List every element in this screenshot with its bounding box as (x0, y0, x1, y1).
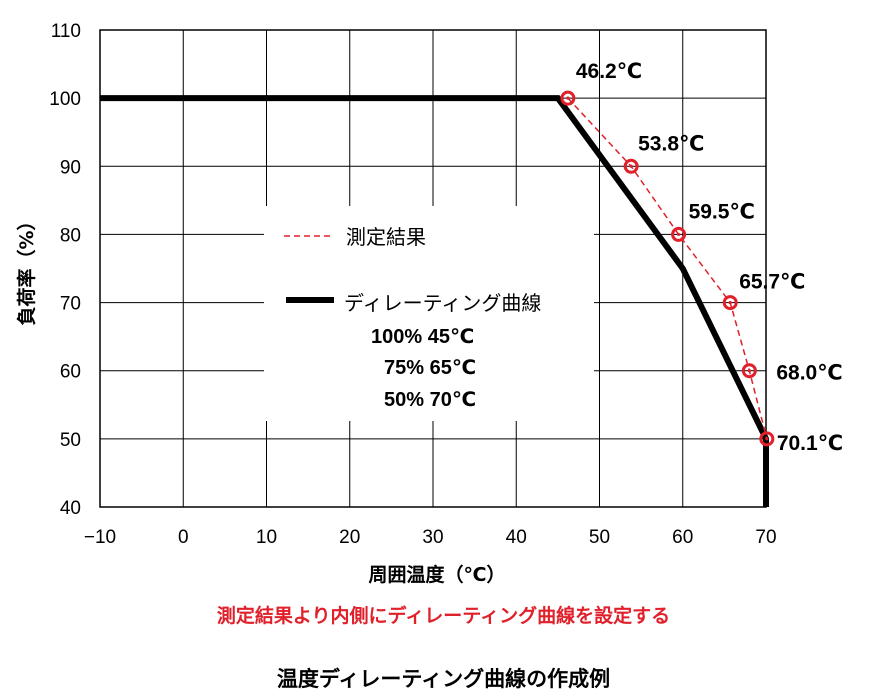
x-tick-label: 20 (339, 527, 360, 548)
measured-point-center (728, 300, 732, 305)
note-text: 測定結果より内側にディレーティング曲線を設定する (216, 605, 671, 627)
y-tick-label: 80 (60, 225, 81, 246)
legend-background (264, 206, 594, 421)
point-labels: 46.2℃ 53.8℃ 59.5℃ 65.7℃ 68.0℃ 70.1℃ (576, 60, 843, 455)
measured-point-center (747, 369, 751, 373)
x-tick-label: 70 (755, 527, 776, 548)
figure-caption: 温度ディレーティング曲線の作成例 (276, 667, 611, 691)
x-tick-label: 30 (422, 527, 443, 548)
legend-label-measured: 測定結果 (346, 225, 426, 249)
measured-point (722, 295, 738, 311)
x-tick-label: 60 (672, 527, 693, 548)
measured-point (623, 158, 639, 174)
x-axis-label: 周囲温度（℃） (368, 563, 505, 586)
measured-point-center (566, 96, 570, 100)
plot-area (99, 29, 767, 508)
measured-result-line (567, 97, 768, 440)
point-label: 59.5℃ (689, 200, 755, 223)
y-tick-label: 70 (60, 294, 81, 315)
measured-point (671, 226, 687, 242)
point-label: 46.2℃ (576, 60, 642, 83)
measured-point-center (765, 437, 769, 441)
series-layer (100, 90, 775, 507)
y-tick-label: 60 (60, 362, 81, 383)
derating-curve-line (100, 95, 769, 507)
tick-labels: −10 0 10 20 30 40 50 60 70 40 50 60 70 80 90 100 110 (49, 21, 776, 548)
measured-point (759, 431, 775, 447)
y-tick-label: 100 (49, 89, 81, 110)
x-tick-label: 0 (178, 527, 189, 548)
legend-note: 50% 70℃ (384, 389, 476, 411)
measured-point (741, 363, 757, 379)
y-tick-label: 40 (60, 498, 81, 519)
point-label: 53.8℃ (638, 132, 704, 155)
x-tick-label: 50 (589, 527, 610, 548)
y-tick-label: 90 (60, 157, 81, 178)
point-label: 65.7℃ (739, 271, 805, 294)
legend-label-derating: ディレーティング曲線 (344, 291, 541, 315)
y-tick-label: 50 (60, 430, 81, 451)
legend-note: 100% 45℃ (371, 326, 474, 348)
x-tick-label: −10 (84, 527, 116, 548)
x-tick-label: 10 (256, 527, 277, 548)
legend-note: 75% 65℃ (384, 357, 476, 379)
x-tick-label: 40 (506, 527, 527, 548)
point-label: 68.0℃ (776, 362, 842, 385)
y-axis-label: 負荷率（%） (15, 211, 38, 325)
measured-point (560, 90, 576, 106)
y-tick-label: 110 (51, 21, 81, 42)
point-label: 70.1℃ (777, 432, 843, 455)
measured-point-center (629, 164, 633, 168)
derating-chart: −10 0 10 20 30 40 50 60 70 40 50 60 70 80 90 100 110 46.… (15, 21, 843, 586)
measured-point-center (676, 232, 681, 237)
